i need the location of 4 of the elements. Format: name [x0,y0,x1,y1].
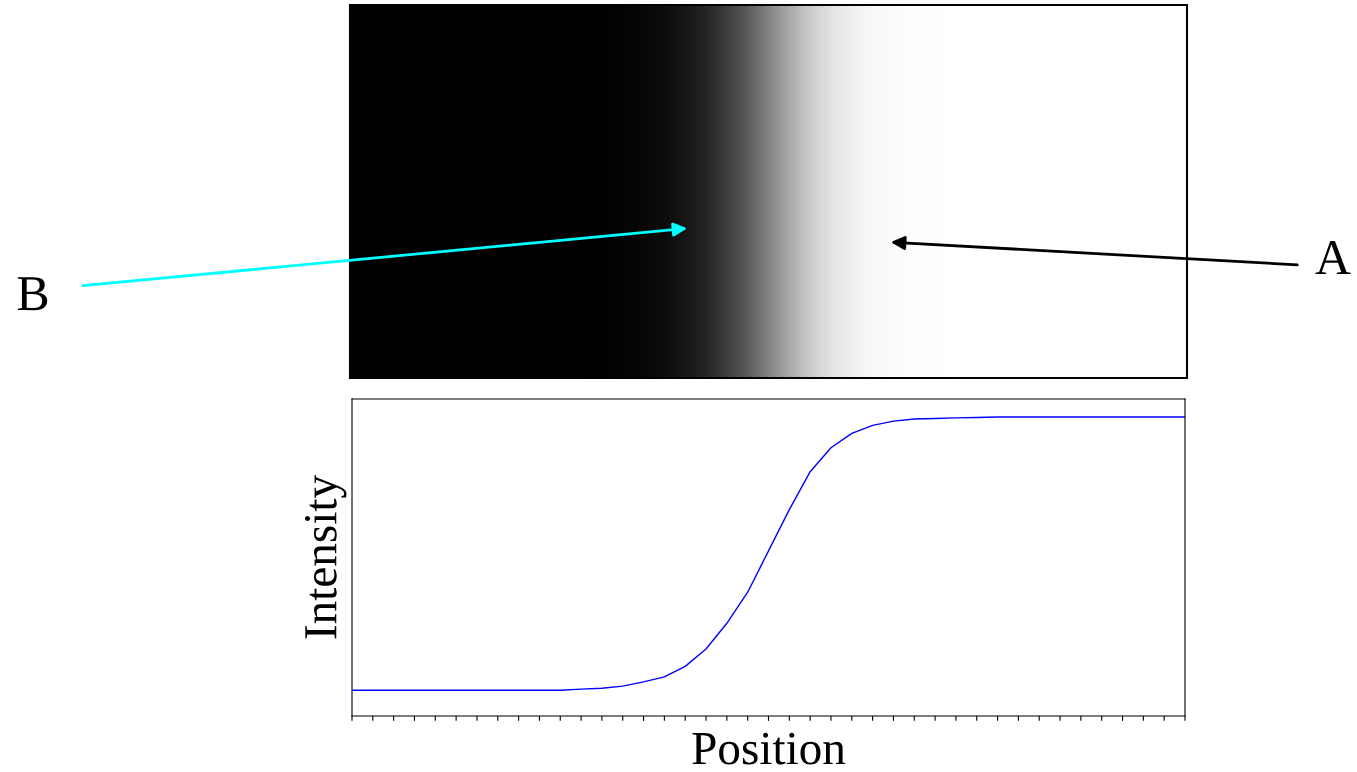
x-axis-title: Position [692,732,846,765]
y-axis-title: Intensity [304,475,347,639]
text: B [17,277,48,311]
text: A [1315,241,1351,275]
